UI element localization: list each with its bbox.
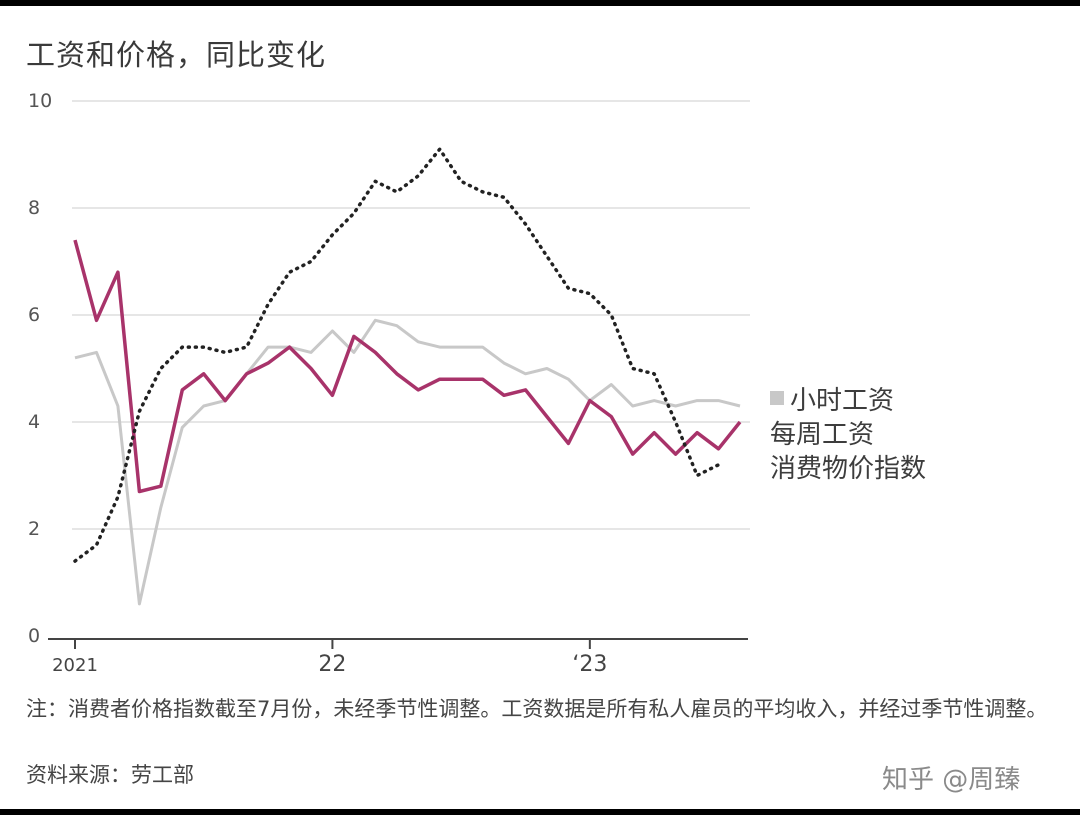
line-chart: 0 2 4 6 8 10 2021 22 ‘23 <box>28 90 750 677</box>
y-tick-label: 10 <box>28 90 52 112</box>
chart-legend: 小时工资 每周工资 消费物价指数 <box>770 381 927 484</box>
legend-item-cpi: 消费物价指数 <box>770 449 927 484</box>
y-tick-labels: 0 2 4 6 8 10 <box>28 90 52 647</box>
y-tick-label: 6 <box>28 304 40 326</box>
footnote: 注：消费者价格指数截至7月份，未经季节性调整。工资数据是所有私人雇员的平均收入，… <box>26 697 1048 721</box>
legend-label-weekly: 每周工资 <box>770 419 875 450</box>
x-tick-label: 22 <box>318 652 346 677</box>
y-tick-label: 4 <box>28 411 40 433</box>
legend-item-hourly: 小时工资 <box>770 381 926 416</box>
grid-lines <box>48 100 750 640</box>
watermark-text: 知乎 @周臻 <box>882 765 1021 795</box>
legend-label-hourly: 小时工资 <box>790 385 895 416</box>
legend-swatch-hourly <box>770 391 784 405</box>
chart-card: 工资和价格，同比变化 0 2 4 6 8 10 2021 22 ‘23 小时工资 每周工资 消… <box>0 6 1080 809</box>
series-lines <box>73 147 742 606</box>
chart-title: 工资和价格，同比变化 <box>26 38 327 72</box>
y-tick-label: 8 <box>28 197 40 219</box>
x-tick-label: 2021 <box>52 655 98 676</box>
x-tick-labels: 2021 22 ‘23 <box>52 639 607 677</box>
series-line-weekly-wage <box>73 239 742 494</box>
series-line-cpi <box>73 147 721 563</box>
y-tick-label: 2 <box>28 518 40 540</box>
x-tick-label: ‘23 <box>572 652 607 677</box>
legend-label-cpi: 消费物价指数 <box>770 453 927 484</box>
source-line: 资料来源：劳工部 <box>26 763 194 787</box>
legend-item-weekly: 每周工资 <box>770 415 926 450</box>
y-tick-label: 0 <box>28 625 40 647</box>
series-line-hourly-wage <box>74 318 741 606</box>
